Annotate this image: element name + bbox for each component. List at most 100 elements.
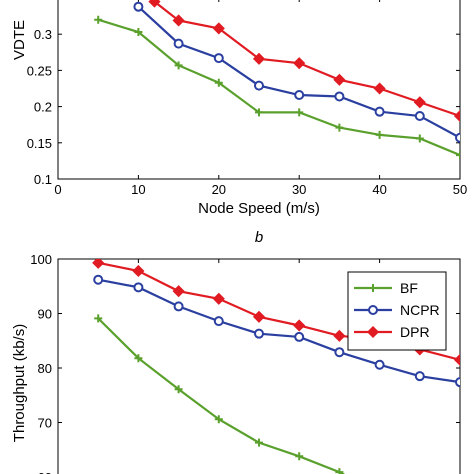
vdte-point-dpr [212, 22, 225, 35]
y-axis-label-throughput: Throughput (kb/s) [11, 324, 28, 442]
vdte-point-bf [456, 151, 460, 160]
vdte-x-tick-label: 20 [212, 182, 226, 197]
y-axis-label-vdte: VDTE [11, 20, 28, 60]
vdte-series-ncpr [133, 1, 460, 143]
throughput-point-ncpr [294, 331, 305, 342]
throughput-point-dpr [252, 310, 266, 323]
vdte-x-tick-label: 50 [453, 182, 467, 197]
legend-label-ncpr: NCPR [400, 302, 440, 318]
vdte-point-ncpr [414, 111, 425, 122]
vdte-point-bf [415, 134, 424, 143]
vdte-y-tick-label: 0.25 [27, 63, 52, 78]
throughput-point-bf [174, 385, 183, 394]
throughput-point-dpr [92, 259, 105, 269]
vdte-point-dpr [333, 73, 346, 86]
vdte-line-bf [97, 18, 460, 157]
throughput-point-dpr [453, 353, 460, 366]
vdte-point-bf [214, 78, 223, 87]
legend: BF NCPR DPR [347, 271, 447, 351]
vdte-point-dpr [293, 57, 306, 70]
throughput-point-ncpr [455, 377, 460, 388]
throughput-y-tick-label: 90 [38, 307, 52, 322]
vdte-point-dpr [373, 82, 386, 95]
legend-label-dpr: DPR [400, 324, 430, 340]
legend-marker-dpr [366, 325, 380, 339]
throughput-point-bf [255, 438, 263, 447]
throughput-y-tick-label: 100 [30, 252, 52, 267]
vdte-series-group [94, 0, 460, 160]
throughput-point-dpr [132, 264, 145, 278]
vdte-chart-panel: 0.1 0.15 0.2 0.25 0.3 0 10 20 30 40 50 VDTE Node S… [11, 0, 467, 217]
vdte-x-tick-label: 0 [54, 182, 61, 197]
legend-items: BF NCPR DPR [354, 280, 440, 340]
throughput-line-ncpr [97, 278, 460, 384]
vdte-point-dpr [252, 52, 266, 65]
vdte-point-ncpr [213, 53, 224, 64]
vdte-series-bf [94, 15, 460, 160]
throughput-line-bf [97, 317, 346, 474]
vdte-point-ncpr [254, 80, 264, 91]
vdte-point-dpr [453, 109, 460, 123]
vdte-y-tick-label: 0.1 [34, 172, 52, 187]
throughput-y-tick-label: 70 [38, 416, 52, 431]
vdte-point-ncpr [334, 91, 345, 102]
vdte-point-ncpr [455, 132, 460, 143]
throughput-point-dpr [172, 285, 185, 298]
legend-item-ncpr: NCPR [354, 302, 440, 318]
vdte-point-bf [295, 108, 304, 117]
vdte-point-dpr [148, 0, 161, 8]
legend-label-bf: BF [400, 280, 418, 296]
legend-item-dpr: DPR [354, 324, 430, 340]
throughput-point-bf [94, 314, 103, 323]
throughput-point-bf [214, 415, 223, 424]
throughput-point-dpr [293, 319, 306, 332]
throughput-series-ncpr [93, 274, 460, 388]
throughput-point-ncpr [213, 316, 224, 327]
vdte-point-bf [255, 108, 263, 117]
throughput-point-ncpr [173, 301, 184, 312]
throughput-point-ncpr [254, 328, 264, 339]
vdte-x-tick-label: 30 [292, 182, 306, 197]
legend-marker-ncpr [368, 305, 378, 315]
vdte-point-bf [375, 130, 384, 139]
vdte-axes: 0.1 0.15 0.2 0.25 0.3 0 10 20 30 40 50 [27, 0, 467, 197]
vdte-x-tick-label: 10 [131, 182, 145, 197]
vdte-point-bf [335, 123, 344, 132]
throughput-point-dpr [333, 329, 346, 342]
throughput-point-ncpr [133, 282, 144, 293]
vdte-point-ncpr [173, 38, 184, 49]
throughput-point-dpr [212, 292, 225, 305]
legend-item-bf: BF [354, 280, 418, 296]
throughput-point-bf [295, 452, 304, 461]
vdte-series-dpr [148, 0, 460, 123]
vdte-y-tick-label: 0.15 [27, 136, 52, 151]
vdte-point-ncpr [133, 1, 144, 12]
vdte-point-bf [174, 61, 183, 70]
throughput-point-ncpr [93, 274, 104, 285]
panel-label-b: b [255, 229, 263, 246]
vdte-point-dpr [172, 14, 185, 27]
throughput-chart-panel: 60 70 80 90 100 Throughput (kb/s) BF NCPR DPR [11, 252, 461, 474]
vdte-point-dpr [413, 96, 426, 109]
vdte-y-tick-label: 0.3 [34, 27, 52, 42]
throughput-y-tick-label: 60 [38, 470, 52, 474]
throughput-point-ncpr [334, 347, 345, 358]
vdte-point-bf [94, 15, 103, 24]
vdte-x-tick-label: 40 [372, 182, 386, 197]
vdte-plot-frame [57, 0, 461, 180]
throughput-y-tick-label: 80 [38, 361, 52, 376]
legend-marker-bf [369, 284, 377, 292]
vdte-point-ncpr [374, 106, 385, 117]
throughput-series-bf [94, 314, 346, 474]
throughput-point-bf [335, 468, 344, 474]
x-axis-label-node-speed: Node Speed (m/s) [198, 200, 320, 217]
vdte-point-ncpr [294, 90, 305, 101]
vdte-point-bf [134, 28, 143, 37]
throughput-axes: 60 70 80 90 100 [30, 252, 461, 474]
vdte-line-ncpr [137, 5, 460, 139]
throughput-point-bf [134, 354, 143, 363]
throughput-point-ncpr [374, 359, 385, 370]
vdte-y-tick-label: 0.2 [34, 100, 52, 115]
throughput-point-ncpr [414, 371, 425, 382]
